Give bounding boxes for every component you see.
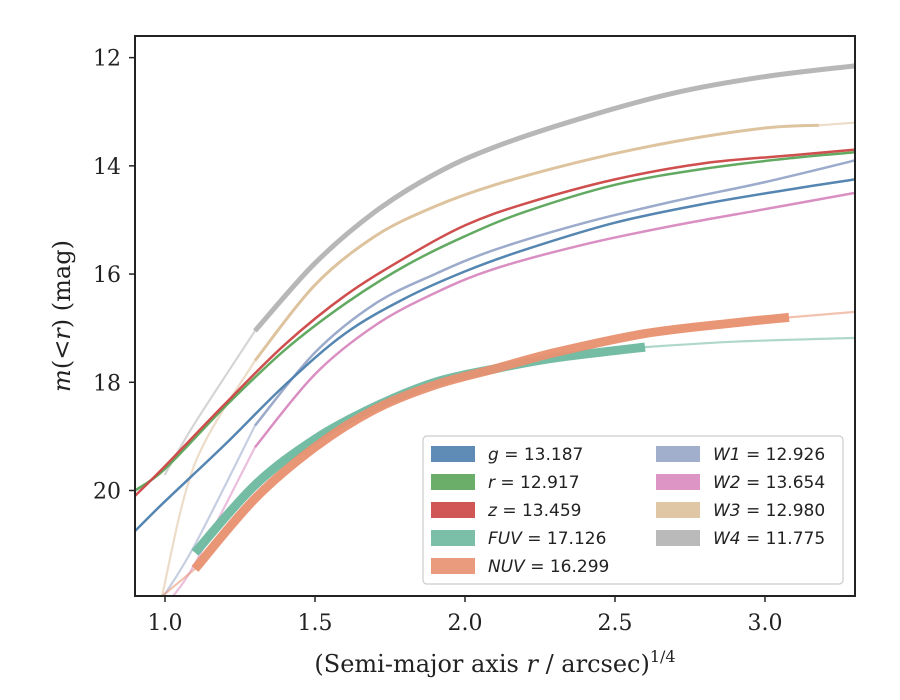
series-fuv-outer-extension: [643, 336, 855, 349]
series-nuv-curve: [191, 312, 790, 572]
series-w4-curve: [253, 63, 855, 333]
y-axis-title-var: r: [48, 327, 76, 340]
series-w1-curve: [254, 159, 855, 427]
y-tick-label: 14: [93, 155, 121, 180]
legend-swatch: [656, 474, 700, 490]
legend-item-w1: W1 = 12.926: [656, 445, 825, 465]
x-axis-title-sup: 1/4: [650, 647, 676, 666]
y-tick-label: 18: [93, 371, 121, 396]
y-tick-label: 16: [93, 263, 121, 288]
legend-swatch: [656, 446, 700, 462]
y-tick-label: 12: [93, 47, 121, 72]
x-tick-label: 1.5: [298, 611, 333, 636]
x-axis-title-var: r: [526, 650, 539, 678]
legend-label: NUV = 16.299: [488, 557, 609, 577]
series-g-curve: [135, 178, 855, 532]
legend-frame: [422, 435, 844, 585]
legend-swatch: [431, 558, 475, 574]
legend-swatch: [656, 530, 700, 546]
legend-label: r = 12.917: [488, 473, 580, 493]
legend-swatch: [431, 502, 475, 518]
series-w1-inner-extension: [162, 424, 257, 596]
legend-label: W4 = 11.775: [713, 529, 825, 549]
legend-swatch: [431, 474, 475, 490]
plot-frame: [134, 35, 856, 597]
legend-item-fuv: FUV = 17.126: [431, 529, 606, 549]
series-w2-inner-extension: [171, 446, 257, 596]
series-nuv-outer-extension: [787, 310, 855, 319]
y-axis-title-main: m: [48, 369, 76, 392]
x-tick-label: 1.0: [148, 611, 183, 636]
legend-item-r: r = 12.917: [431, 473, 580, 493]
series-layer: [135, 63, 855, 596]
x-tick-label: 3.0: [748, 611, 783, 636]
legend-item-w3: W3 = 12.980: [656, 501, 825, 521]
legend: g = 13.187 r = 12.917 z = 13.459 FUV = 17.1…: [422, 435, 844, 585]
x-tick-label: 2.0: [448, 611, 483, 636]
series-w3-curve: [253, 123, 820, 362]
x-axis: 1.0 1.5 2.0 2.5 3.0: [148, 596, 783, 636]
y-axis: 12 14 16 18 20: [93, 47, 135, 504]
x-tick-label: 2.5: [598, 611, 633, 636]
legend-swatch: [656, 502, 700, 518]
legend-item-nuv: NUV = 16.299: [431, 557, 609, 577]
series-r-curve: [135, 151, 855, 492]
legend-item-w4: W4 = 11.775: [656, 529, 825, 549]
series-w3-inner-extension: [160, 359, 257, 596]
legend-swatch: [431, 446, 475, 462]
solid-lines: [135, 63, 855, 572]
series-nuv-inner-extension: [160, 567, 197, 596]
series-w3-outer-extension: [817, 121, 855, 127]
y-tick-label: 20: [93, 479, 121, 504]
series-w2-curve: [254, 191, 855, 448]
y-axis-title-rest: ) (mag): [48, 240, 76, 328]
legend-label: z = 13.459: [487, 501, 581, 521]
legend-label: FUV = 17.126: [488, 529, 606, 549]
legend-label: W3 = 12.980: [713, 501, 825, 521]
legend-label: g = 13.187: [488, 445, 583, 465]
legend-item-z: z = 13.459: [431, 501, 581, 521]
y-axis-title-paren: (<: [48, 340, 76, 369]
x-axis-title-main: (Semi-major axis: [314, 650, 526, 678]
y-axis-title: m(<r) (mag): [48, 240, 76, 392]
legend-items: g = 13.187 r = 12.917 z = 13.459 FUV = 17.1…: [431, 445, 825, 577]
legend-label: W1 = 12.926: [713, 445, 825, 465]
legend-item-g: g = 13.187: [431, 445, 583, 465]
series-z-curve: [135, 148, 855, 497]
legend-item-w2: W2 = 13.654: [656, 473, 825, 493]
legend-label: W2 = 13.654: [713, 473, 825, 493]
legend-swatch: [431, 530, 475, 546]
x-axis-title-rest: / arcsec): [538, 650, 650, 678]
x-axis-title: (Semi-major axis r / arcsec)1/4: [314, 647, 675, 678]
